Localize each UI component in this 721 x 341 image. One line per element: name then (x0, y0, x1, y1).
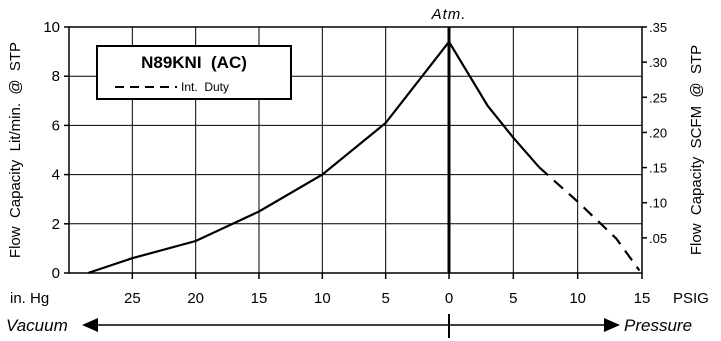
left-tick-label: 0 (52, 265, 60, 282)
right-tick-label: .15 (649, 161, 667, 176)
x-tick-label: 5 (509, 290, 517, 307)
legend-box (96, 45, 292, 100)
right-tick-label: .05 (649, 231, 667, 246)
right-y-ticks: .05 .10 .15 .20 .25 .30 .35 (642, 20, 667, 246)
right-axis-label: Flow Capacity SCFM @ STP (688, 45, 705, 255)
int-duty-curve (538, 166, 641, 272)
x-tick-label: 25 (124, 290, 141, 307)
vacuum-curve (87, 41, 450, 275)
curves (87, 41, 641, 275)
pressure-arrowhead (604, 318, 620, 332)
x-ticks: 25 20 15 10 5 0 5 10 15 (124, 273, 650, 307)
left-tick-label: 6 (52, 117, 60, 134)
x-unit-left: in. Hg (10, 290, 49, 307)
legend: N89KNI (AC) Int. Duty (96, 45, 292, 100)
x-tick-label: 5 (381, 290, 389, 307)
left-axis-label: Flow Capacity Lit/min. @ STP (7, 42, 24, 258)
x-tick-label: 15 (634, 290, 651, 307)
x-tick-label: 15 (251, 290, 268, 307)
pressure-label: Pressure (624, 316, 692, 335)
x-tick-label: 20 (187, 290, 204, 307)
legend-entry: Int. Duty (181, 80, 229, 94)
right-tick-label: .10 (649, 196, 667, 211)
x-unit-right: PSIG (673, 290, 709, 307)
direction-arrows (82, 314, 620, 338)
left-y-ticks: 0 2 4 6 8 10 (43, 19, 69, 282)
vacuum-arrowhead (82, 318, 98, 332)
vacuum-label: Vacuum (6, 316, 68, 335)
right-tick-label: .20 (649, 125, 667, 140)
left-tick-label: 4 (52, 167, 60, 184)
pressure-curve (448, 41, 540, 168)
plot-frame (68, 26, 643, 274)
x-tick-label: 10 (569, 290, 586, 307)
left-tick-label: 10 (43, 19, 60, 36)
x-tick-label: 10 (314, 290, 331, 307)
model-label: N89KNI (AC) (141, 53, 247, 72)
left-tick-label: 2 (52, 216, 60, 233)
atm-label: Atm. (431, 6, 467, 23)
x-tick-label: 0 (445, 290, 453, 307)
right-tick-label: .35 (649, 20, 667, 35)
right-tick-label: .25 (649, 90, 667, 105)
left-tick-label: 8 (52, 68, 60, 85)
right-tick-label: .30 (649, 55, 667, 70)
